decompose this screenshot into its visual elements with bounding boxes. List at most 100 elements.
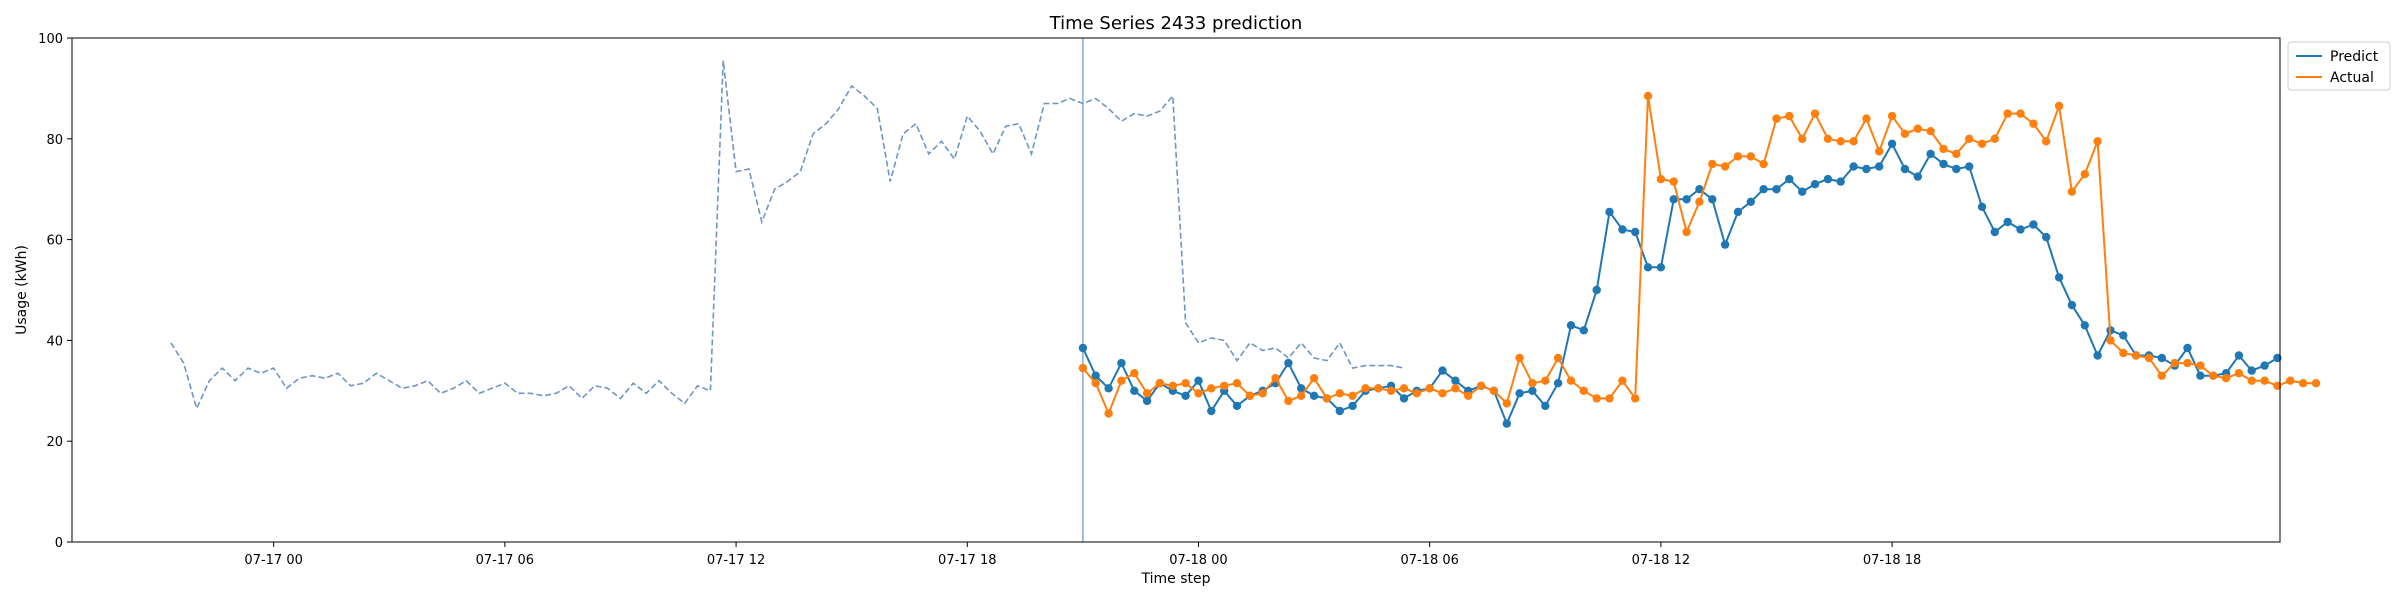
predict-point xyxy=(2003,217,2012,227)
actual-point xyxy=(1810,109,1820,118)
actual-point xyxy=(1708,159,1717,169)
actual-series xyxy=(1078,91,2321,418)
actual-point xyxy=(1207,384,1216,393)
predict-point xyxy=(1900,164,1910,174)
y-tick-label: 20 xyxy=(46,435,63,450)
actual-point xyxy=(1117,376,1126,385)
actual-point xyxy=(2042,137,2051,146)
actual-point xyxy=(2221,374,2231,383)
predict-point xyxy=(1091,371,1100,380)
actual-point xyxy=(1181,379,1190,388)
actual-point xyxy=(1720,162,1730,171)
predict-point xyxy=(1194,376,1203,385)
actual-point xyxy=(1926,127,1935,136)
y-axis-label: Usage (kWh) xyxy=(14,245,30,335)
predict-point xyxy=(1656,263,1666,272)
predict-point xyxy=(1926,149,1935,159)
actual-point xyxy=(1348,391,1357,400)
actual-point xyxy=(1669,177,1678,186)
actual-point xyxy=(1900,129,1910,138)
actual-point xyxy=(1091,379,1100,388)
actual-point xyxy=(1425,384,1434,393)
actual-point xyxy=(2067,187,2077,196)
predict-point xyxy=(1977,202,1987,211)
predict-point xyxy=(1682,195,1691,204)
actual-point xyxy=(1515,353,1524,363)
actual-point xyxy=(1386,386,1396,395)
actual-point xyxy=(1785,111,1794,121)
predict-point xyxy=(2080,321,2089,330)
predict-point xyxy=(1759,185,1768,194)
predict-point xyxy=(1913,172,1923,181)
predict-point xyxy=(1142,396,1152,406)
actual-point xyxy=(1130,369,1139,378)
predict-point xyxy=(1502,419,1512,428)
actual-point xyxy=(2003,109,2012,118)
actual-point xyxy=(1913,124,1923,133)
actual-point xyxy=(1836,137,1845,146)
actual-point xyxy=(1438,389,1447,398)
predict-point xyxy=(1618,225,1627,234)
actual-point xyxy=(2054,101,2064,111)
y-tick-label: 40 xyxy=(46,334,63,349)
predict-point xyxy=(1566,321,1576,330)
predict-point xyxy=(1810,180,1820,189)
y-tick-label: 100 xyxy=(38,32,63,47)
predict-point xyxy=(1541,401,1550,411)
predict-point xyxy=(1528,386,1537,395)
actual-point xyxy=(1875,147,1884,156)
actual-point xyxy=(1695,197,1704,206)
predict-point xyxy=(1399,394,1409,403)
actual-point xyxy=(2234,369,2244,378)
predict-point xyxy=(2247,366,2256,375)
predict-point xyxy=(1952,164,1961,174)
actual-point xyxy=(1746,152,1756,161)
actual-point xyxy=(2209,371,2218,380)
actual-point xyxy=(1952,149,1961,159)
actual-point xyxy=(2157,371,2166,380)
x-tick-label: 07-17 12 xyxy=(707,553,765,568)
predict-point xyxy=(1708,195,1717,204)
predict-point xyxy=(2093,351,2102,360)
predict-point xyxy=(1605,207,1614,217)
predict-point xyxy=(1849,162,1858,171)
actual-point xyxy=(1528,379,1537,388)
predict-point xyxy=(1785,174,1794,184)
x-tick-label: 07-17 00 xyxy=(244,553,302,568)
predict-point xyxy=(1232,401,1242,411)
predict-point xyxy=(2196,371,2205,380)
actual-point xyxy=(1361,384,1370,393)
actual-point xyxy=(2247,376,2256,385)
predict-point xyxy=(1284,358,1293,368)
actual-point xyxy=(1631,394,1640,403)
actual-point xyxy=(1104,409,1113,418)
predict-point xyxy=(1181,391,1190,400)
predict-point xyxy=(2183,343,2192,353)
actual-point xyxy=(2260,376,2269,385)
predict-point xyxy=(1309,391,1319,400)
actual-point xyxy=(1322,394,1332,403)
actual-point xyxy=(2119,348,2128,358)
predict-point xyxy=(1875,162,1884,171)
y-tick-label: 80 xyxy=(46,133,63,148)
predict-point xyxy=(1643,263,1653,272)
actual-point xyxy=(1194,389,1203,398)
actual-point xyxy=(1939,144,1948,154)
actual-point xyxy=(2093,137,2102,146)
actual-point xyxy=(1168,381,1178,390)
actual-point xyxy=(1464,391,1473,400)
x-tick-label: 07-17 06 xyxy=(476,553,534,568)
predict-point xyxy=(1207,406,1216,416)
actual-point xyxy=(2183,358,2192,368)
predict-point xyxy=(1836,177,1845,186)
legend-label-actual: Actual xyxy=(2330,70,2374,86)
predict-point xyxy=(1887,139,1897,148)
predict-point xyxy=(2067,300,2077,310)
predict-series xyxy=(1078,139,2282,428)
predict-point xyxy=(1733,207,1743,217)
actual-point xyxy=(2286,376,2295,385)
x-tick-label: 07-18 12 xyxy=(1632,553,1690,568)
actual-point xyxy=(1566,376,1576,385)
